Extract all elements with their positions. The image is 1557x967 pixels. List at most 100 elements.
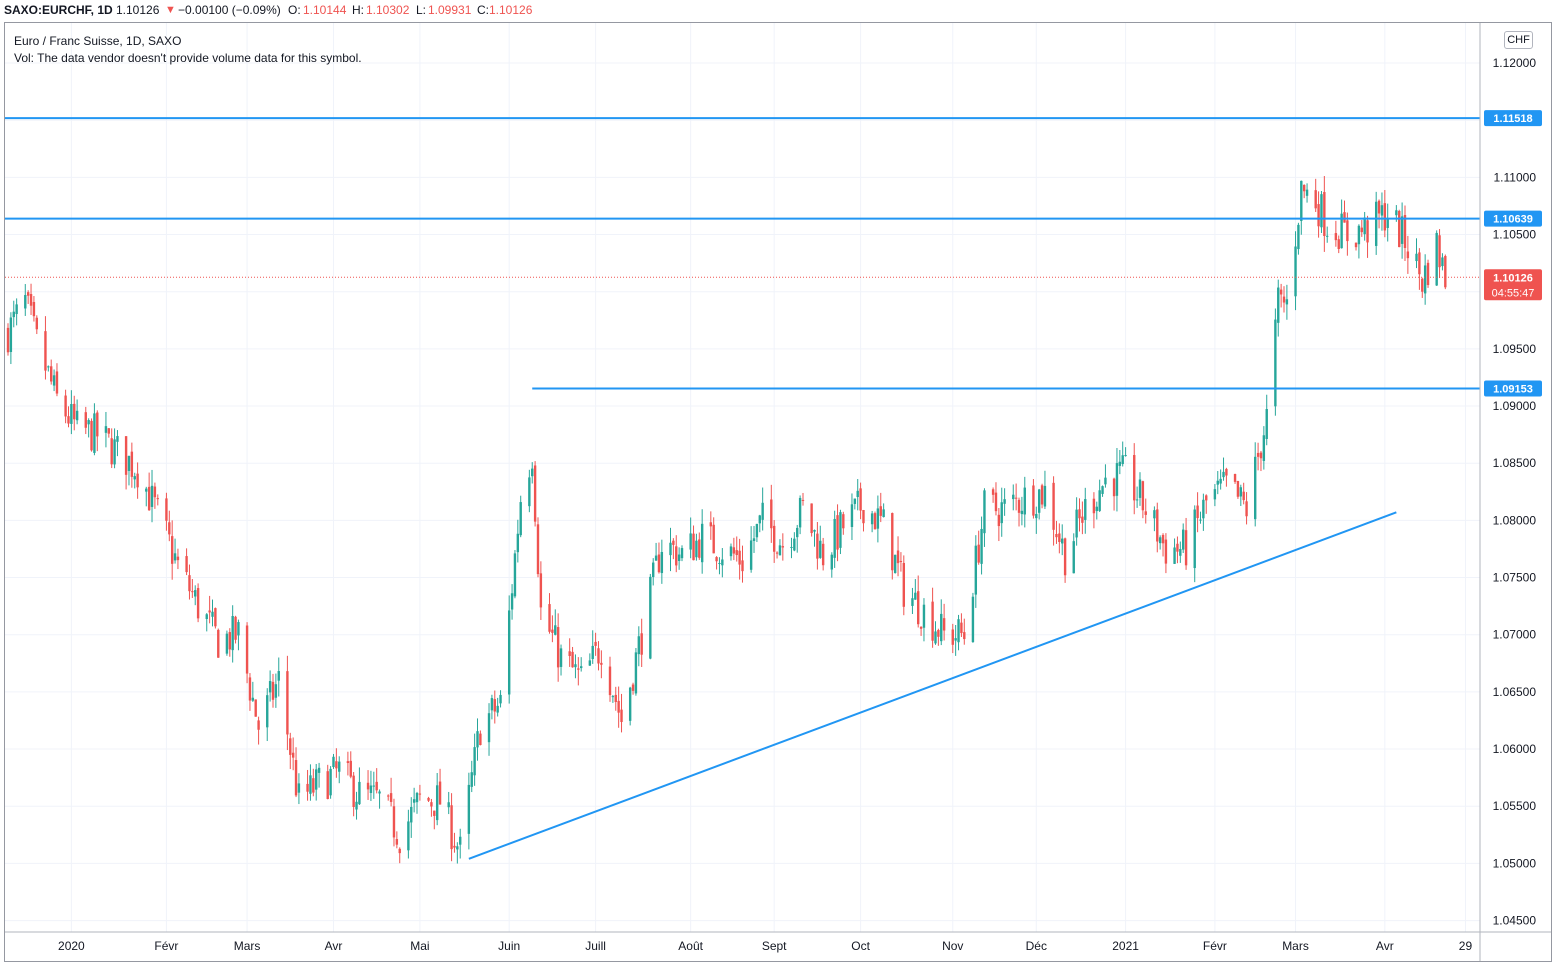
x-tick-label: Mars bbox=[1282, 939, 1309, 953]
candle-body bbox=[32, 301, 36, 317]
candle-body bbox=[833, 518, 836, 558]
candle-body bbox=[366, 782, 370, 790]
candle-body bbox=[1037, 489, 1041, 513]
candle-body bbox=[600, 662, 603, 665]
candle-body bbox=[297, 783, 301, 793]
candle-body bbox=[680, 548, 684, 559]
candle-body bbox=[870, 513, 874, 525]
candle-body bbox=[168, 522, 171, 535]
candle-body bbox=[358, 781, 361, 805]
candle-body bbox=[977, 544, 980, 563]
candle-body bbox=[1225, 468, 1228, 476]
y-tick-label: 1.04500 bbox=[1493, 914, 1537, 928]
candle-body bbox=[1133, 455, 1136, 501]
candle-body bbox=[729, 546, 733, 557]
candle-body bbox=[75, 410, 79, 421]
candle-body bbox=[628, 687, 632, 721]
last-price: 1.10126 bbox=[116, 3, 160, 17]
candle-body bbox=[1063, 538, 1067, 576]
drawings[interactable] bbox=[5, 117, 1480, 860]
candle-body bbox=[378, 791, 381, 794]
candle-body bbox=[738, 550, 741, 565]
candle-body bbox=[248, 677, 252, 701]
candle-body bbox=[228, 632, 231, 650]
candle-body bbox=[816, 533, 819, 559]
candle-body bbox=[1403, 215, 1407, 248]
candle-body bbox=[398, 848, 401, 854]
candle-body bbox=[1020, 510, 1024, 515]
candle-body bbox=[1380, 205, 1384, 216]
candle-body bbox=[291, 752, 295, 758]
candle-body bbox=[951, 629, 954, 645]
candle-body bbox=[176, 556, 180, 561]
down-arrow-icon: ▼ bbox=[165, 4, 176, 16]
candle-body bbox=[173, 553, 177, 561]
candle-body bbox=[116, 436, 119, 442]
candle-body bbox=[90, 420, 93, 451]
candle-body bbox=[1017, 499, 1021, 513]
candle-body bbox=[631, 684, 635, 691]
candle-body bbox=[654, 555, 658, 561]
candle-body bbox=[715, 557, 718, 562]
candle-body bbox=[1242, 491, 1245, 501]
candle-body bbox=[1395, 210, 1398, 216]
candle-body bbox=[251, 697, 255, 701]
candle-body bbox=[145, 488, 148, 492]
candle-body bbox=[882, 509, 885, 518]
candle-body bbox=[709, 522, 713, 527]
x-tick-label: Avr bbox=[325, 939, 343, 953]
candle-body bbox=[427, 797, 430, 801]
candle-body bbox=[185, 556, 188, 573]
candle-body bbox=[375, 781, 378, 791]
candle-body bbox=[689, 533, 692, 550]
candle-body bbox=[798, 497, 802, 528]
candle-body bbox=[493, 699, 496, 712]
volume-note: Vol: The data vendor doesn't provide vol… bbox=[14, 51, 362, 65]
candle-body bbox=[87, 420, 90, 425]
candle-body bbox=[1075, 509, 1078, 538]
candle-body bbox=[55, 371, 59, 394]
price-line-label-bg bbox=[1484, 210, 1542, 227]
candle-body bbox=[387, 795, 390, 797]
candle-body bbox=[214, 608, 217, 627]
symbol-label[interactable]: SAXO:EURCHF, 1D bbox=[4, 3, 113, 17]
x-tick-label: Oct bbox=[851, 939, 870, 953]
candle-body bbox=[456, 846, 459, 850]
candle-body bbox=[389, 793, 393, 802]
candle-body bbox=[1334, 233, 1338, 241]
candle-body bbox=[712, 524, 715, 554]
y-tick-label: 1.07000 bbox=[1493, 628, 1537, 642]
candle-body bbox=[104, 426, 108, 433]
candle-body bbox=[1423, 265, 1427, 294]
candle-body bbox=[50, 366, 53, 382]
candle-body bbox=[1141, 481, 1145, 511]
candle-body bbox=[1000, 502, 1003, 524]
open-value: 1.10144 bbox=[303, 3, 347, 17]
candle-body bbox=[919, 626, 923, 629]
candle-body bbox=[349, 760, 352, 777]
candle-body bbox=[289, 738, 292, 755]
candle-body bbox=[369, 785, 373, 794]
candle-body bbox=[528, 477, 531, 507]
candle-body bbox=[513, 553, 517, 597]
currency-button[interactable]: CHF bbox=[1504, 31, 1533, 49]
trend-line[interactable] bbox=[468, 511, 1397, 860]
candle-body bbox=[268, 681, 272, 693]
candle-body bbox=[1193, 509, 1196, 569]
candle-body bbox=[266, 695, 269, 728]
candle-body bbox=[1302, 184, 1306, 192]
candle-body bbox=[245, 625, 249, 674]
candle-body bbox=[597, 648, 600, 664]
candle-body bbox=[1444, 256, 1447, 288]
candle-body bbox=[516, 533, 520, 553]
x-tick-label: Juin bbox=[498, 939, 520, 953]
candle-body bbox=[237, 622, 240, 636]
candle-body bbox=[1058, 533, 1061, 542]
candle-body bbox=[675, 546, 678, 566]
candle-body bbox=[254, 699, 257, 717]
candle-body bbox=[1222, 471, 1225, 478]
y-tick-label: 1.06000 bbox=[1493, 742, 1537, 756]
candle-body bbox=[862, 510, 865, 524]
x-tick-label: Mai bbox=[410, 939, 429, 953]
